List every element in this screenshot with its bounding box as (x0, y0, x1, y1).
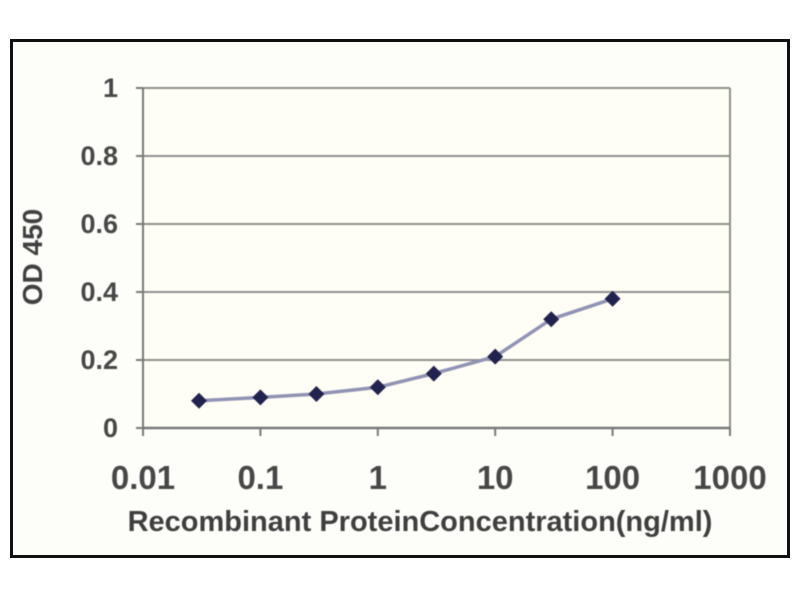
x-tick-labels: 0.01 0.1 1 10 100 1000 (111, 459, 767, 496)
x-tick-label: 1 (369, 459, 387, 496)
data-point-marker (604, 290, 621, 307)
tick-marks (136, 87, 731, 436)
x-tick-label: 0.01 (111, 459, 175, 496)
data-points (191, 290, 621, 409)
y-axis-title: OD 450 (17, 208, 48, 306)
y-tick-label: 0.2 (80, 345, 118, 375)
data-point-marker (369, 379, 386, 396)
y-tick-label: 1 (103, 73, 118, 103)
y-tick-label: 0.6 (80, 209, 118, 239)
data-point-marker (543, 311, 560, 328)
x-tick-label: 1000 (693, 459, 766, 496)
y-tick-label: 0 (103, 413, 118, 443)
data-point-marker (252, 389, 269, 406)
data-point-marker (487, 348, 504, 365)
data-point-marker (191, 392, 208, 409)
y-tick-label: 0.8 (80, 141, 118, 171)
x-tick-label: 100 (585, 459, 640, 496)
data-point-marker (425, 365, 442, 382)
x-tick-label: 0.1 (237, 459, 283, 496)
x-axis-title: Recombinant ProteinConcentration(ng/ml) (127, 506, 713, 538)
y-tick-labels: 0 0.2 0.4 0.6 0.8 1 (80, 73, 118, 443)
y-tick-label: 0.4 (80, 277, 118, 307)
gridlines (143, 87, 730, 429)
series-line (197, 297, 615, 403)
x-tick-label: 10 (477, 459, 514, 496)
data-point-marker (308, 386, 325, 402)
